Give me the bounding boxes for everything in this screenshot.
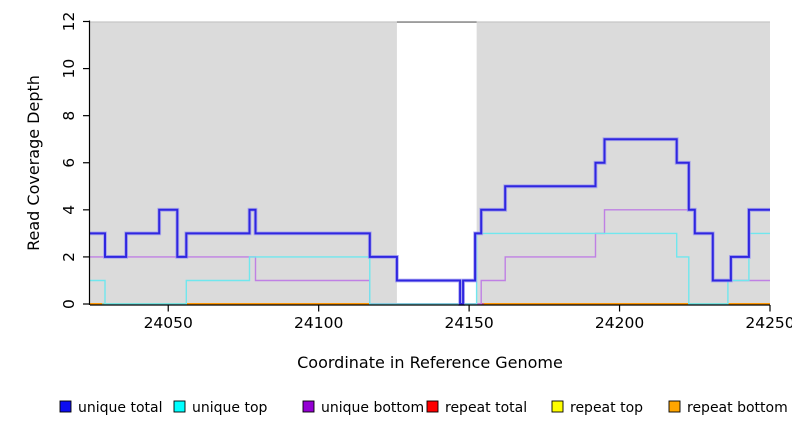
x-tick-label: 24150 (444, 314, 493, 332)
legend-label-unique-top: unique top (192, 400, 268, 416)
legend-label-repeat-bottom: repeat bottom (687, 400, 788, 416)
legend-label-repeat-total: repeat total (445, 400, 527, 416)
panel-region (90, 21, 397, 304)
legend-item-repeat-total: repeat total (426, 400, 527, 416)
x-tick-label: 24200 (595, 314, 644, 332)
legend-swatch-unique-total (59, 400, 72, 413)
x-tick-label: 24050 (144, 314, 193, 332)
legend: unique total unique top unique bottom repea… (59, 400, 788, 416)
y-tick-label: 10 (60, 59, 78, 79)
legend-item-unique-total: unique total (59, 400, 162, 416)
panel-region (476, 21, 770, 304)
x-axis-title: Coordinate in Reference Genome (297, 353, 563, 372)
y-tick-label: 12 (60, 12, 78, 32)
legend-item-repeat-top: repeat top (551, 400, 643, 416)
legend-label-repeat-top: repeat top (570, 400, 643, 416)
axes: 24050 24100 24150 24200 24250 0 2 4 6 8 10 12 (60, 12, 792, 332)
y-tick-label: 8 (60, 111, 78, 121)
legend-item-repeat-bottom: repeat bottom (668, 400, 788, 416)
y-axis-title: Read Coverage Depth (24, 75, 43, 251)
legend-swatch-unique-bottom (302, 400, 315, 413)
plot-background (90, 21, 770, 304)
legend-label-unique-total: unique total (78, 400, 162, 416)
y-tick-label: 4 (60, 205, 78, 215)
y-tick-label: 2 (60, 252, 78, 262)
legend-swatch-repeat-total (426, 400, 439, 413)
legend-swatch-unique-top (173, 400, 186, 413)
x-tick-label: 24100 (294, 314, 343, 332)
x-tick-label: 24250 (745, 314, 792, 332)
series-lines (90, 137, 770, 306)
legend-item-unique-bottom: unique bottom (302, 400, 424, 416)
legend-swatch-repeat-bottom (668, 400, 681, 413)
legend-swatch-repeat-top (551, 400, 564, 413)
legend-item-unique-top: unique top (173, 400, 268, 416)
series-unique-total (90, 138, 770, 305)
legend-label-unique-bottom: unique bottom (321, 400, 424, 416)
y-tick-label: 6 (60, 158, 78, 168)
y-tick-label: 0 (60, 299, 78, 309)
